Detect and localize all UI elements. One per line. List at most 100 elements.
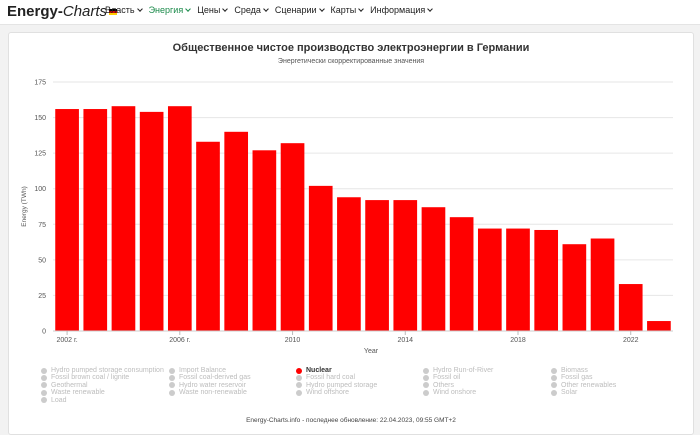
bar-2017 xyxy=(477,228,502,331)
legend-item-fossil-oil[interactable]: Fossil oil xyxy=(423,374,460,381)
legend-item-hydro-run-of-river[interactable]: Hydro Run-of-River xyxy=(423,367,493,374)
legend-item-geothermal[interactable]: Geothermal xyxy=(41,382,88,389)
legend-dot-icon xyxy=(551,382,557,389)
legend-dot-icon xyxy=(41,382,47,389)
chart-title: Общественное чистое производство электро… xyxy=(173,42,530,54)
bar-2007 xyxy=(196,141,220,331)
y-tick-label: 50 xyxy=(38,257,46,264)
nav-item-2[interactable]: Цены xyxy=(197,5,229,15)
legend-label: Hydro Run-of-River xyxy=(433,367,494,374)
legend-item-wind-onshore[interactable]: Wind onshore xyxy=(423,389,476,396)
nav-item-6[interactable]: Информация xyxy=(370,5,434,15)
legend-item-waste-non-renewable[interactable]: Waste non-renewable xyxy=(169,389,247,396)
legend-item-wind-offshore[interactable]: Wind offshore xyxy=(296,389,349,396)
legend-item-fossil-hard-coal[interactable]: Fossil hard coal xyxy=(296,374,355,381)
legend-dot-icon xyxy=(169,389,175,396)
bar-2012 xyxy=(337,197,361,331)
nav-item-label: Цены xyxy=(197,5,221,15)
chart-card: Общественное чистое производство электро… xyxy=(8,32,694,435)
x-tick-label: 2002 г. xyxy=(57,337,78,344)
footer-update-info: Energy-Charts.info - последнее обновлени… xyxy=(246,417,456,424)
legend-item-load[interactable]: Load xyxy=(41,397,67,404)
legend-item-hydro-water-reservoir[interactable]: Hydro water reservoir xyxy=(169,382,246,389)
legend-label: Hydro pumped storage consumption xyxy=(51,367,164,374)
legend-dot-icon xyxy=(296,374,302,381)
legend-item-others[interactable]: Others xyxy=(423,382,454,389)
chevron-down-icon xyxy=(136,6,143,12)
bar-2010 xyxy=(280,143,305,331)
legend-label: Solar xyxy=(561,389,578,397)
legend-label: Fossil gas xyxy=(561,374,593,382)
x-axis-label: Year xyxy=(364,348,379,355)
x-tick-label: 2022 xyxy=(623,337,639,344)
legend-dot-icon xyxy=(423,374,429,381)
y-tick-label: 75 xyxy=(38,222,46,229)
legend-dot-icon xyxy=(551,374,557,381)
bar-2023 xyxy=(647,321,671,331)
logo-text-bold: Energy- xyxy=(7,2,63,20)
nav-item-5[interactable]: Карты xyxy=(330,5,365,15)
legend-label: Import Balance xyxy=(179,367,227,374)
legend-label: Waste non-renewable xyxy=(179,389,247,397)
legend-label: Other renewables xyxy=(561,381,617,389)
nav-item-label: Среда xyxy=(234,5,261,15)
chart-subtitle: Энергетически скорректированные значения xyxy=(278,58,424,65)
site-logo[interactable]: Energy- Charts xyxy=(7,0,118,22)
legend-label: Fossil oil xyxy=(433,374,461,382)
legend-label: Nuclear xyxy=(306,367,332,374)
bar-2021 xyxy=(590,238,615,331)
bar-2014 xyxy=(393,200,418,331)
legend-dot-icon xyxy=(41,374,47,381)
top-navbar: Energy- Charts Власть Энергия Цены Среда Сцен… xyxy=(0,0,700,25)
bar-2008 xyxy=(224,131,249,331)
legend-item-hydro-pumped-storage[interactable]: Hydro pumped storage xyxy=(296,382,377,389)
legend-item-waste-renewable[interactable]: Waste renewable xyxy=(41,389,105,396)
legend-dot-icon xyxy=(41,397,47,404)
legend-item-fossil-brown-coal-lignite[interactable]: Fossil brown coal / lignite xyxy=(41,374,129,381)
legend-dot-icon xyxy=(169,382,175,389)
legend-label: Others xyxy=(433,381,455,389)
chevron-down-icon xyxy=(185,6,192,12)
nav-item-1[interactable]: Энергия xyxy=(148,5,192,15)
legend-item-solar[interactable]: Solar xyxy=(551,389,577,396)
bar-2009 xyxy=(252,150,277,331)
y-tick-label: 0 xyxy=(42,329,46,336)
nav-item-label: Энергия xyxy=(148,5,184,15)
x-tick-label: 2010 xyxy=(285,337,301,344)
legend-dot-icon xyxy=(423,382,429,389)
y-axis-label: Energy (TWh) xyxy=(21,186,28,226)
nav-item-3[interactable]: Среда xyxy=(234,5,269,15)
y-tick-label: 125 xyxy=(34,151,46,158)
y-tick-label: 100 xyxy=(34,186,46,193)
legend-item-import-balance[interactable]: Import Balance xyxy=(169,367,226,374)
bar-2004 xyxy=(111,106,136,331)
legend-item-nuclear[interactable]: Nuclear xyxy=(296,367,332,374)
legend-dot-icon xyxy=(296,367,302,374)
nav-item-label: Карты xyxy=(330,5,357,15)
legend-dot-icon xyxy=(41,367,47,374)
nav-item-4[interactable]: Сценарии xyxy=(275,5,325,15)
bar-2018 xyxy=(506,228,530,331)
bar-2005 xyxy=(139,111,164,331)
chart: Общественное чистое производство электро… xyxy=(21,42,673,355)
legend-item-fossil-gas[interactable]: Fossil gas xyxy=(551,374,593,381)
legend-item-biomass[interactable]: Biomass xyxy=(551,367,588,374)
nav-item-0[interactable]: Власть xyxy=(105,5,143,15)
main-menu: Власть Энергия Цены Среда Сценарии Карты Инфор… xyxy=(105,0,439,20)
legend-dot-icon xyxy=(296,382,302,389)
bar-2002 xyxy=(55,109,79,331)
legend-label: Waste renewable xyxy=(51,389,105,397)
chevron-down-icon xyxy=(222,6,229,12)
chevron-down-icon xyxy=(263,6,269,12)
legend-item-hydro-pumped-storage-consumption[interactable]: Hydro pumped storage consumption xyxy=(41,367,164,374)
legend-item-fossil-coal-derived-gas[interactable]: Fossil coal-derived gas xyxy=(169,374,251,381)
bar-2016 xyxy=(449,217,474,331)
bar-2020 xyxy=(562,244,587,331)
chevron-down-icon xyxy=(427,6,434,12)
y-tick-label: 175 xyxy=(34,80,46,87)
legend-label: Fossil brown coal / lignite xyxy=(51,374,130,382)
legend-item-other-renewables[interactable]: Other renewables xyxy=(551,382,616,389)
y-tick-label: 25 xyxy=(38,293,46,300)
bar-2003 xyxy=(83,109,108,331)
legend-label: Biomass xyxy=(561,367,588,374)
